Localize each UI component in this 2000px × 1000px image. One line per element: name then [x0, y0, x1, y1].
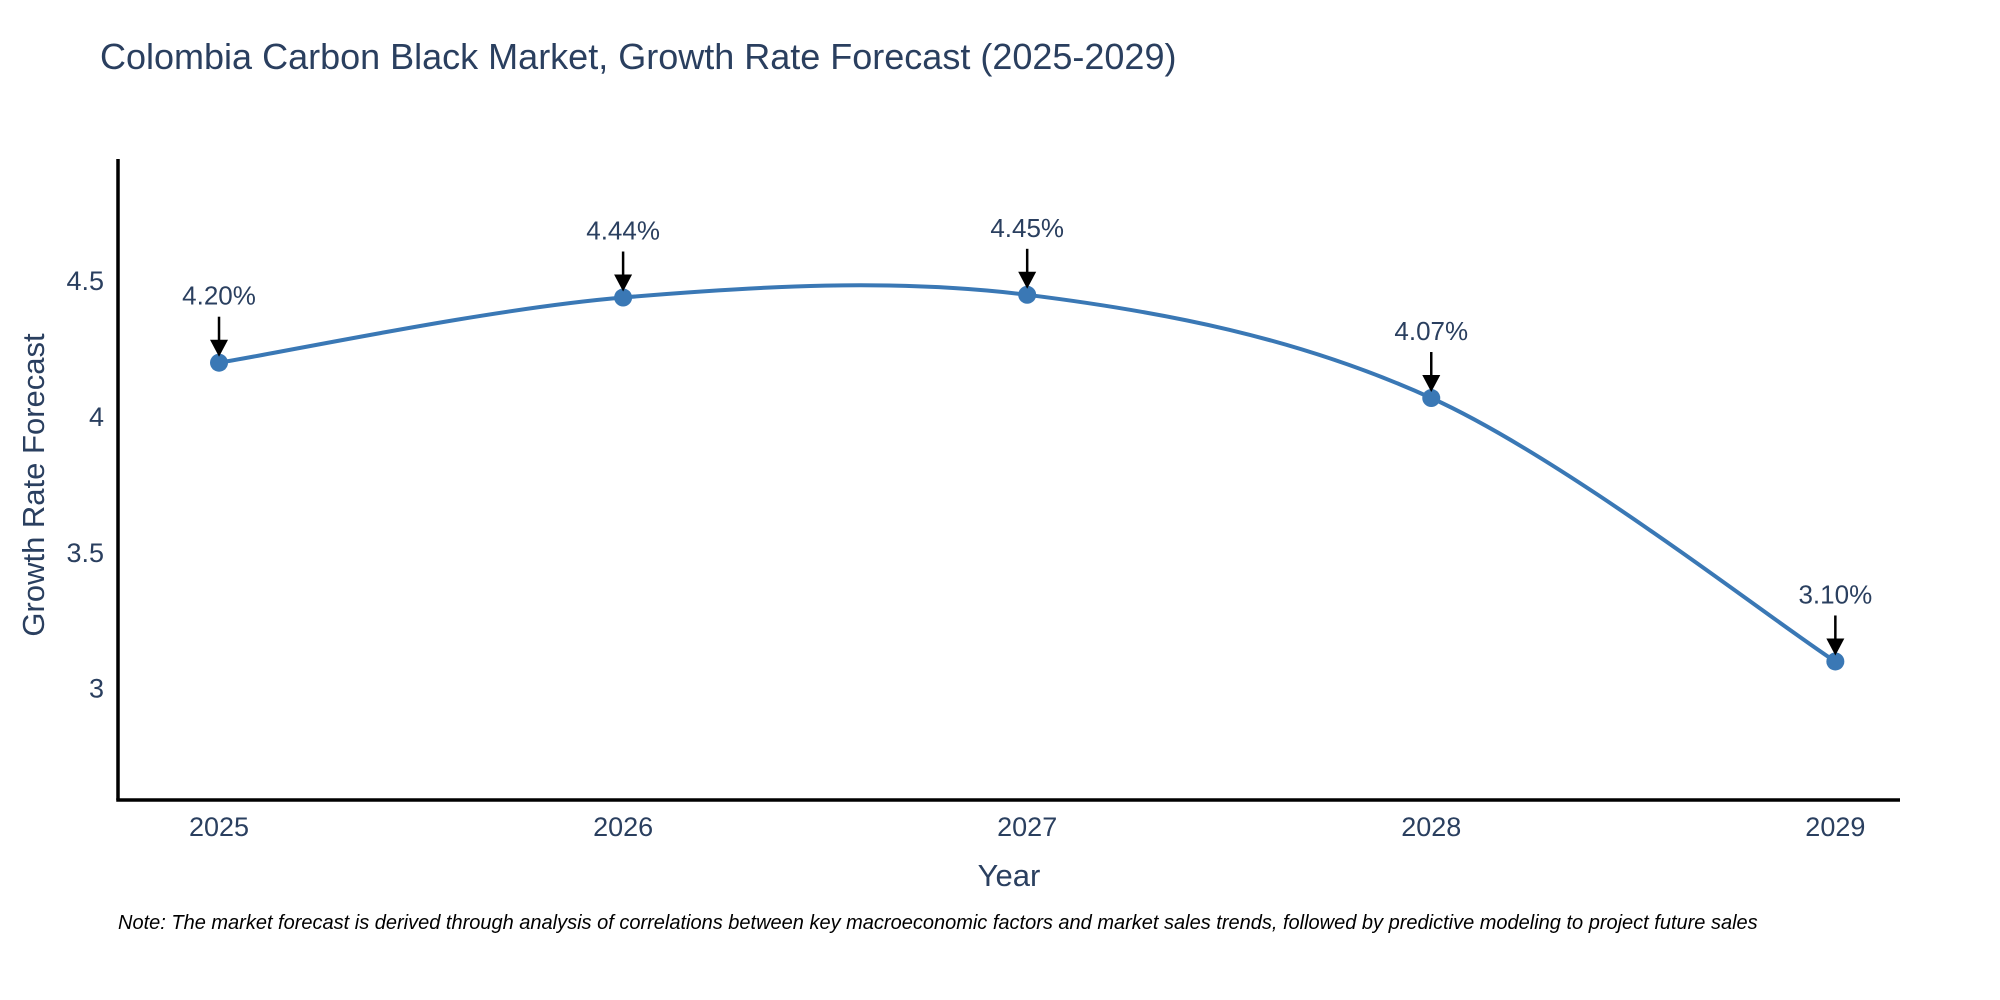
annotation-arrowhead [1422, 375, 1441, 393]
data-point-marker [1422, 389, 1441, 408]
y-tick-label: 3 [89, 674, 104, 704]
x-tick-label: 2028 [1401, 812, 1461, 842]
y-tick-label: 3.5 [66, 538, 104, 568]
annotation-arrowhead [1826, 638, 1845, 656]
annotation-arrowhead [614, 274, 633, 292]
x-tick-label: 2025 [189, 812, 249, 842]
annotation-arrowhead [210, 339, 229, 357]
annotation-label: 4.07% [1394, 316, 1468, 346]
annotation-label: 3.10% [1798, 579, 1872, 609]
data-point-marker [614, 288, 633, 307]
x-tick-label: 2026 [593, 812, 653, 842]
trend-line [218, 283, 1837, 664]
x-tick-label: 2027 [997, 812, 1057, 842]
data-point-marker [210, 353, 229, 372]
y-tick-label: 4 [89, 402, 104, 432]
annotation-label: 4.20% [182, 281, 256, 311]
annotation-arrowhead [1018, 271, 1037, 289]
y-axis-title: Growth Rate Forecast [16, 333, 51, 637]
x-axis-title: Year [977, 858, 1041, 893]
chart-title: Colombia Carbon Black Market, Growth Rat… [100, 36, 1177, 77]
annotation-label: 4.44% [586, 216, 660, 246]
data-point-marker [1826, 652, 1845, 671]
x-tick-label: 2029 [1805, 812, 1865, 842]
data-point-marker [1018, 285, 1037, 304]
footnote-text: Note: The market forecast is derived thr… [118, 912, 1758, 934]
y-tick-label: 4.5 [66, 266, 104, 296]
annotation-label: 4.45% [990, 213, 1064, 243]
